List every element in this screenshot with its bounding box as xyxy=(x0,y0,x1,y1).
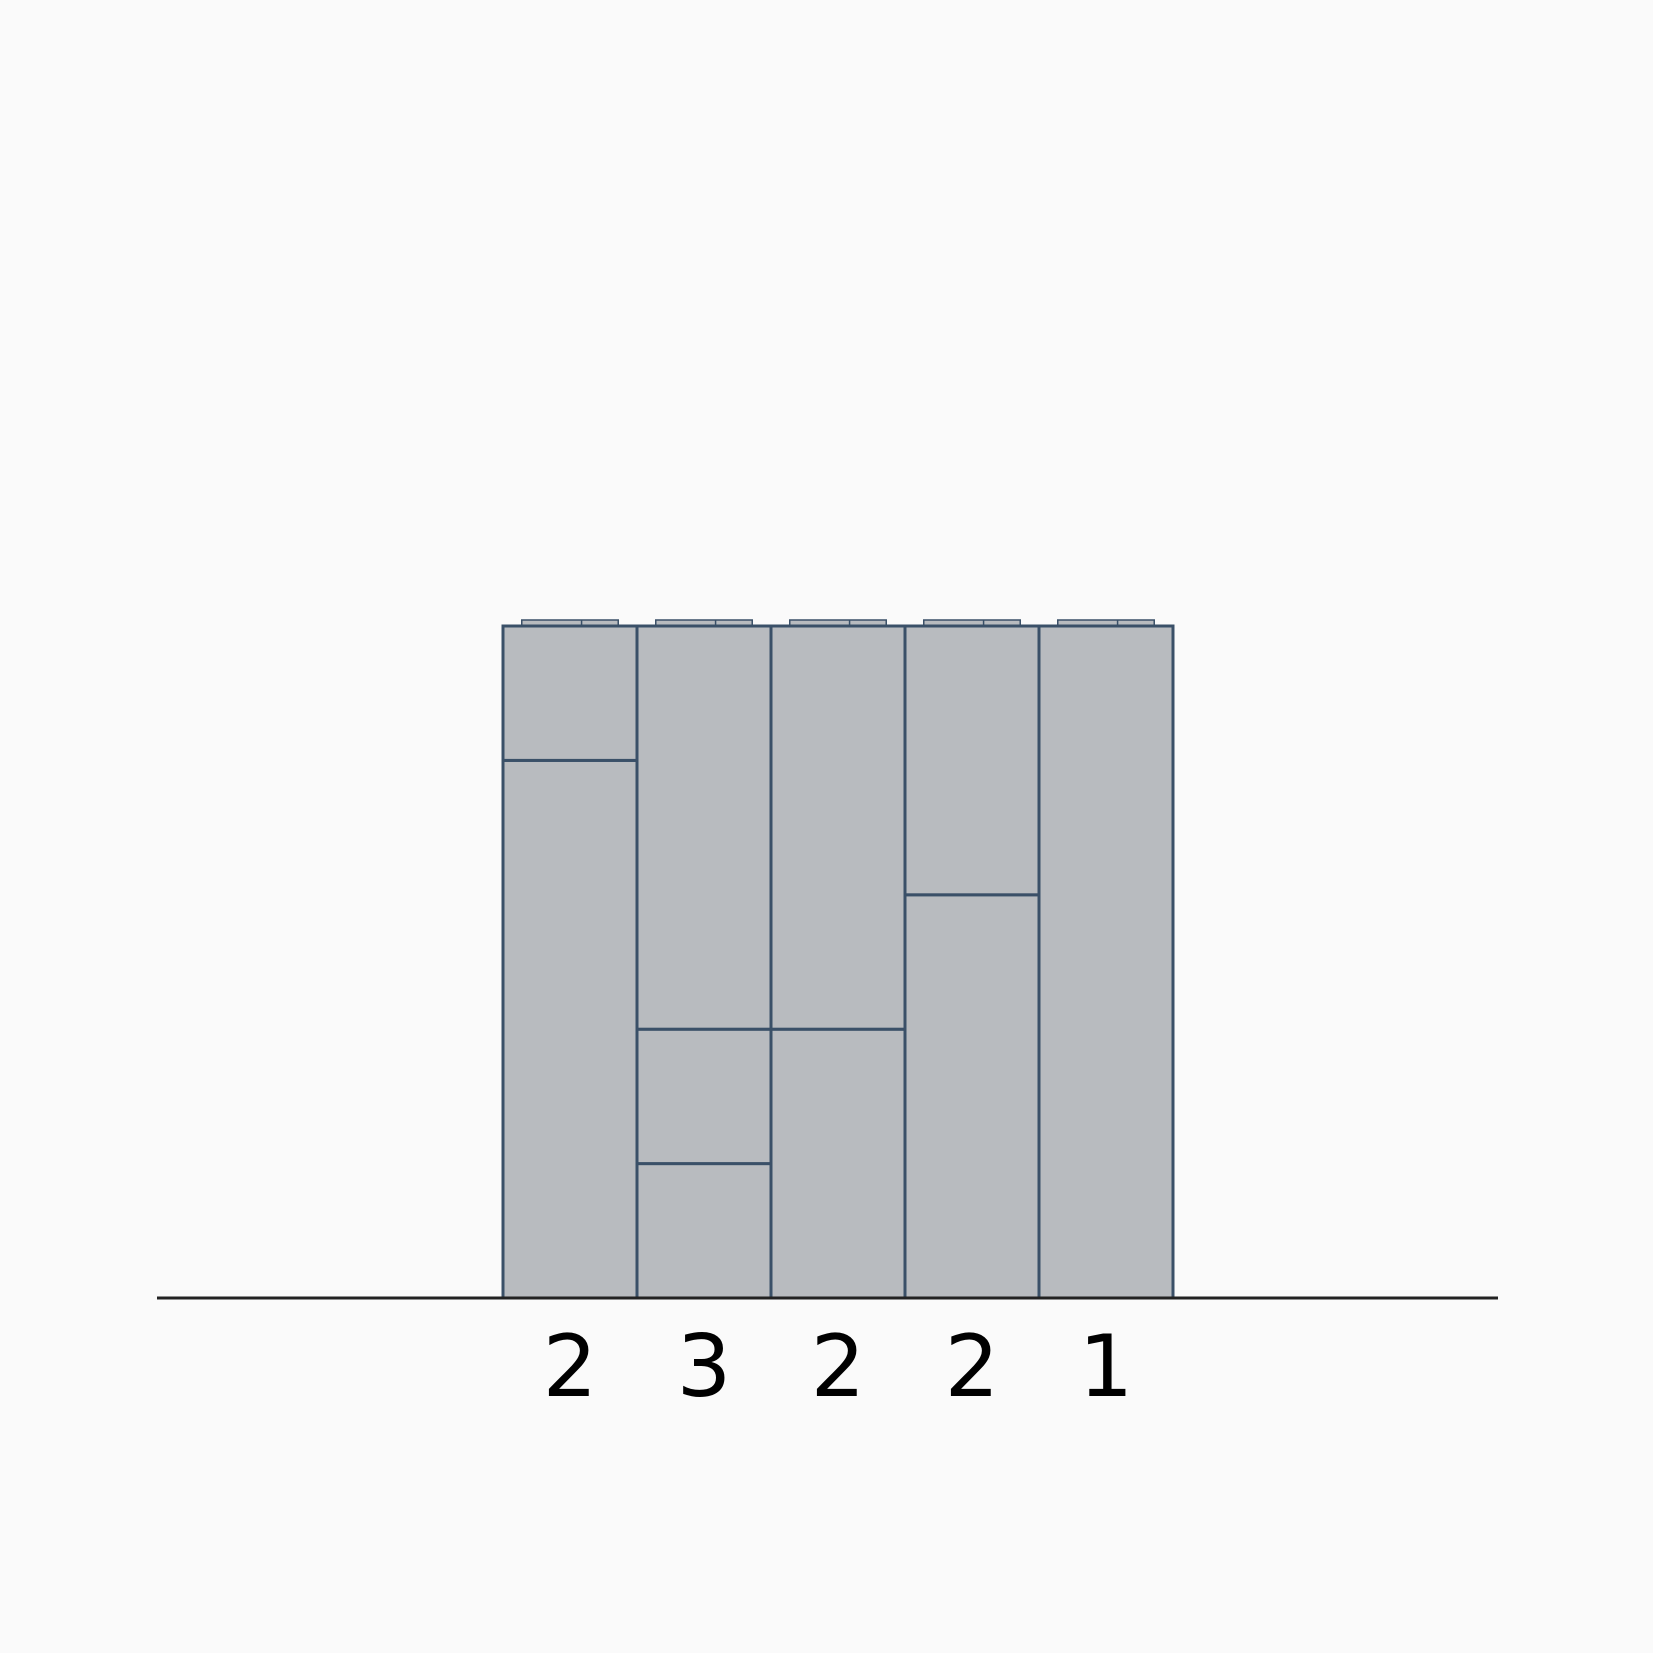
column-count-label: 2 xyxy=(811,1317,866,1417)
brick-column-1 xyxy=(501,619,639,1300)
column-count-label: 1 xyxy=(1079,1317,1134,1417)
brick-column-2 xyxy=(635,619,773,1300)
brick xyxy=(635,1162,773,1300)
brick xyxy=(903,624,1041,897)
column-count-label: 2 xyxy=(543,1317,598,1417)
brick xyxy=(501,624,639,762)
brick-columns xyxy=(501,619,1175,1300)
brick xyxy=(769,624,907,1031)
brick xyxy=(1037,624,1175,1300)
brick xyxy=(635,624,773,1031)
brick-column-5 xyxy=(1037,619,1175,1300)
brick-column-3 xyxy=(769,619,907,1300)
column-count-label: 2 xyxy=(945,1317,1000,1417)
brick xyxy=(903,893,1041,1300)
column-count-label: 3 xyxy=(677,1317,732,1417)
brick xyxy=(501,758,639,1300)
brick xyxy=(635,1027,773,1166)
brick xyxy=(769,1027,907,1300)
brick-column-4 xyxy=(903,619,1041,1300)
